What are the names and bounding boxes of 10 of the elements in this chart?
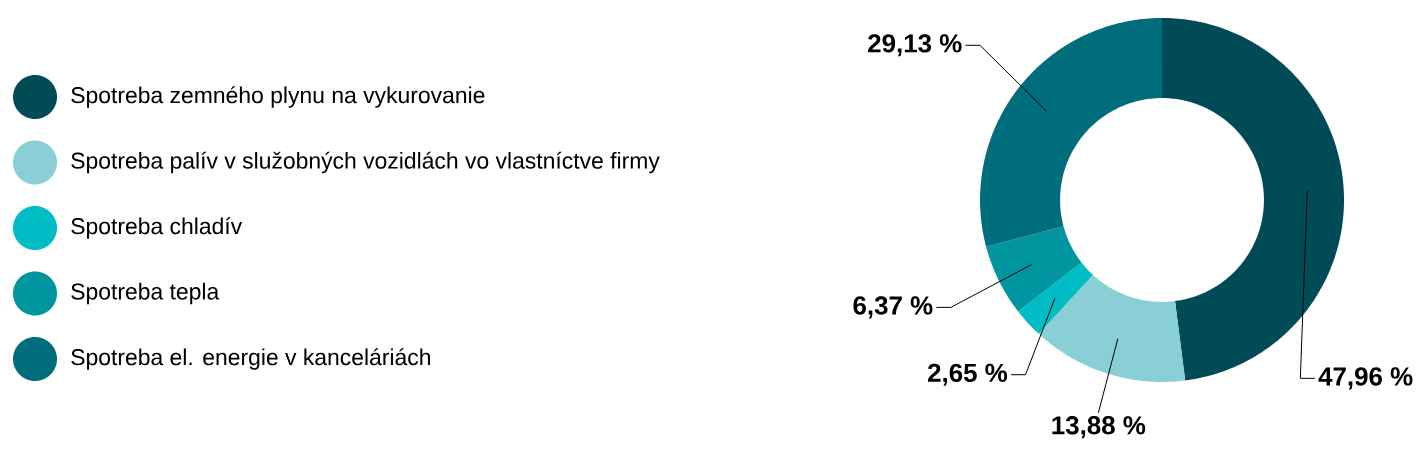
data-label: 6,37 %	[853, 296, 933, 319]
legend-label: Spotreba zemného plynu na vykurovanie	[71, 86, 485, 108]
data-label: 29,13 %	[868, 34, 962, 57]
data-label: 47,96 %	[1318, 367, 1413, 390]
legend-label: Spotreba el. energie v kanceláriách	[71, 348, 430, 370]
legend-label: Spotreba palív v služobných vozidlách vo vlastníctve firmy	[71, 151, 660, 174]
legend-label: Spotreba tepla	[71, 282, 220, 305]
legend-label: Spotreba chladív	[71, 217, 243, 239]
data-label: 13,88 %	[1052, 416, 1146, 439]
data-label: 2,65 %	[928, 363, 1008, 386]
